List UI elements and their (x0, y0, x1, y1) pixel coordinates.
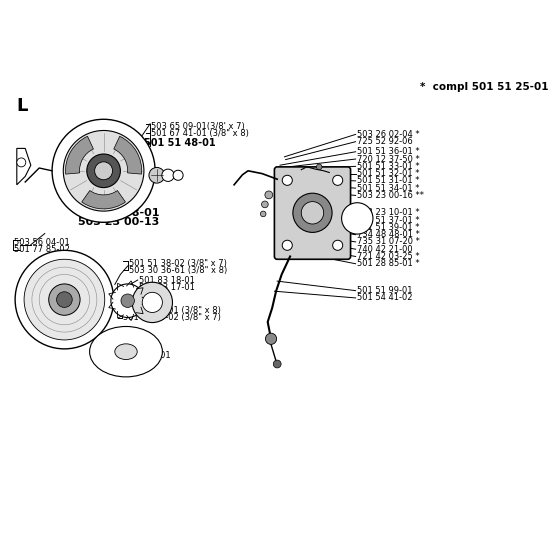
Circle shape (293, 193, 332, 232)
Circle shape (260, 211, 266, 217)
Text: 501 51 38-02 (3/8" x 7): 501 51 38-02 (3/8" x 7) (129, 259, 227, 268)
Circle shape (57, 292, 72, 307)
FancyBboxPatch shape (274, 167, 351, 259)
Text: 503 56 04-01: 503 56 04-01 (14, 238, 70, 247)
Text: 501 28 85-01 *: 501 28 85-01 * (357, 259, 420, 268)
Text: 501 67 41-01 (3/8" x 8): 501 67 41-01 (3/8" x 8) (151, 129, 249, 138)
Text: 501 83 18-01: 501 83 18-01 (139, 276, 195, 285)
Circle shape (265, 191, 273, 199)
Circle shape (95, 162, 113, 180)
Ellipse shape (115, 344, 137, 360)
Wedge shape (66, 136, 94, 174)
Circle shape (15, 250, 114, 349)
Text: 720 12 37-50 *: 720 12 37-50 * (357, 155, 420, 164)
Circle shape (301, 202, 324, 224)
Circle shape (265, 333, 277, 344)
Text: 501 83 15-01 (3/8" x 8): 501 83 15-01 (3/8" x 8) (123, 306, 221, 315)
Text: 501 51 37-01 *: 501 51 37-01 * (357, 216, 420, 225)
Circle shape (273, 360, 281, 368)
Text: 501 51 39-01 *: 501 51 39-01 * (357, 223, 420, 232)
Text: 501 54 41-02: 501 54 41-02 (357, 293, 413, 302)
Text: 501 51 36-01 *: 501 51 36-01 * (357, 147, 420, 156)
Text: 503 65 09-01(3/8' x 7): 503 65 09-01(3/8' x 7) (151, 122, 245, 130)
Text: 503 26 02-04 *: 503 26 02-04 * (357, 130, 420, 139)
Circle shape (333, 240, 343, 250)
Ellipse shape (90, 326, 162, 377)
Circle shape (282, 175, 292, 185)
Circle shape (63, 130, 144, 211)
Circle shape (316, 164, 322, 170)
Text: 503 30 36-61 (3/8" x 8): 503 30 36-61 (3/8" x 8) (129, 266, 227, 275)
Text: 501 83 15-02 (3/8" x 7): 501 83 15-02 (3/8" x 7) (123, 313, 221, 322)
Text: 501 51 31-01 *: 501 51 31-01 * (357, 176, 420, 185)
Circle shape (162, 169, 174, 181)
Text: 501 51 99-01: 501 51 99-01 (357, 286, 413, 295)
Circle shape (87, 154, 120, 188)
Text: 501 51 32-01 *: 501 51 32-01 * (357, 169, 420, 178)
Text: L: L (17, 97, 28, 115)
Circle shape (52, 119, 155, 222)
Circle shape (262, 201, 268, 208)
Text: 503 23 10-01 *: 503 23 10-01 * (357, 208, 420, 217)
Circle shape (17, 158, 26, 167)
Circle shape (282, 240, 292, 250)
Wedge shape (114, 136, 142, 174)
Text: 740 42 21-00: 740 42 21-00 (357, 245, 413, 254)
Circle shape (142, 292, 162, 312)
Text: 503 23 00-13: 503 23 00-13 (78, 217, 160, 227)
Text: 503 23 00-16 **: 503 23 00-16 ** (357, 191, 424, 200)
Circle shape (132, 282, 172, 323)
Text: 501 51 38-01: 501 51 38-01 (78, 208, 160, 218)
Wedge shape (82, 190, 125, 209)
Text: 725 52 92-06: 725 52 92-06 (357, 137, 413, 146)
Text: 735 31 07-20 *: 735 31 07-20 * (357, 237, 420, 246)
Text: 501 51 48-01: 501 51 48-01 (144, 138, 216, 148)
Circle shape (342, 203, 373, 234)
Circle shape (173, 170, 183, 180)
Circle shape (49, 284, 80, 315)
Text: 721 42 03-25 *: 721 42 03-25 * (357, 252, 420, 261)
Text: 501 51 33-01 *: 501 51 33-01 * (357, 162, 420, 171)
Text: 501 83 17-01: 501 83 17-01 (139, 283, 195, 292)
Circle shape (121, 294, 134, 307)
Circle shape (111, 284, 144, 318)
Text: 501 51 34-01 *: 501 51 34-01 * (357, 184, 420, 193)
Circle shape (24, 259, 105, 340)
Circle shape (149, 167, 165, 183)
Text: 501 53 59-01: 501 53 59-01 (115, 351, 170, 360)
Polygon shape (17, 148, 31, 185)
Text: *  compl 501 51 25-01: * compl 501 51 25-01 (421, 82, 549, 92)
Circle shape (333, 175, 343, 185)
Text: 734 48 48-01 *: 734 48 48-01 * (357, 230, 420, 239)
Text: 501 77 85-02: 501 77 85-02 (14, 245, 70, 254)
